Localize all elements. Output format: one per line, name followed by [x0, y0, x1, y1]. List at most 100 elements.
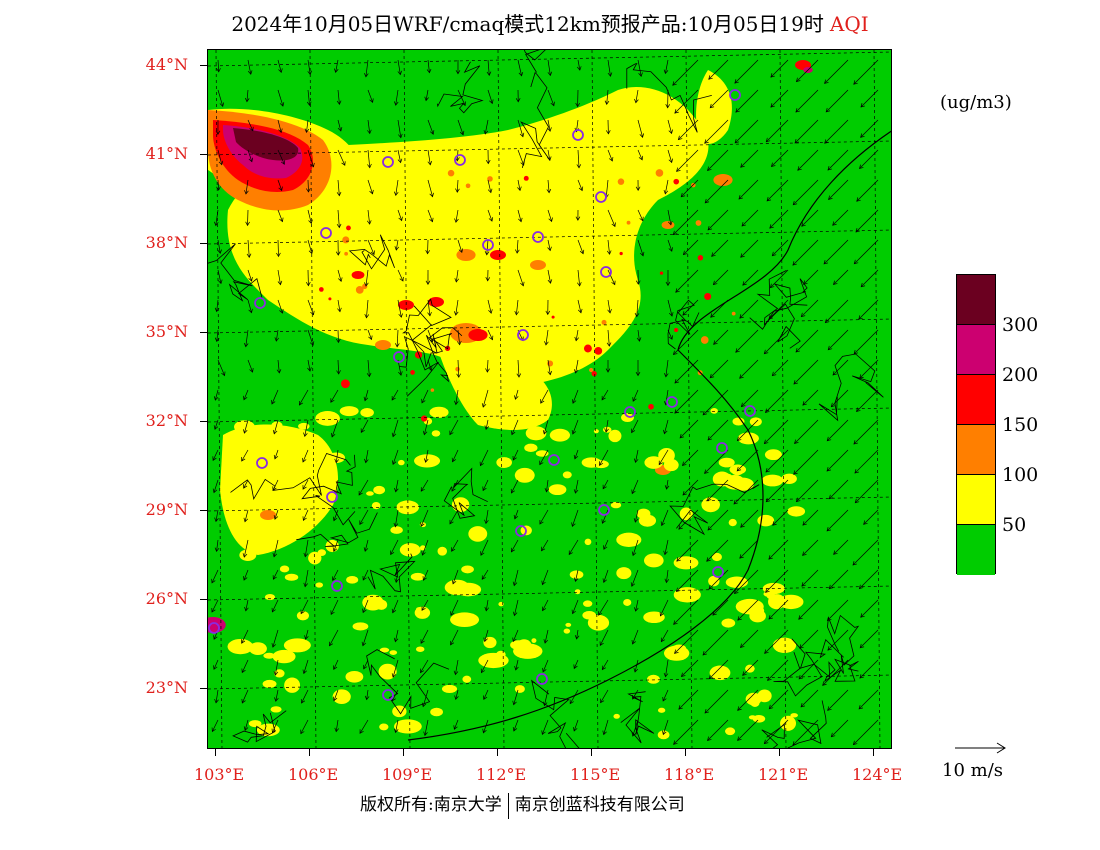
wind-vector [577, 239, 584, 254]
wind-vector [853, 419, 879, 445]
wind-vector [277, 239, 279, 257]
wind-vector-head [274, 337, 280, 342]
aqi-speck [346, 225, 351, 231]
aqi-patch-yellow [673, 587, 701, 603]
aqi-speck [594, 346, 603, 355]
city-marker [254, 297, 266, 309]
wind-vector-head [214, 307, 220, 313]
wind-vector [740, 629, 759, 648]
wind-vector [243, 479, 249, 489]
wind-vector [511, 539, 519, 553]
lat-label-23: 23°N [145, 678, 188, 697]
wind-vector [456, 179, 459, 193]
aqi-speck [355, 286, 364, 294]
wind-vector [395, 89, 399, 106]
wind-vector-head [244, 190, 249, 195]
wind-vector [572, 599, 579, 614]
wind-vector-head [302, 485, 307, 490]
wind-vector-head [663, 672, 669, 678]
wind-vector [303, 659, 309, 674]
wind-vector-head [601, 395, 606, 401]
wind-vector [515, 389, 519, 400]
wind-vector [337, 149, 346, 166]
wind-vector [212, 719, 219, 732]
aqi-speck [551, 315, 555, 319]
wind-vector [211, 599, 219, 613]
aqi-patch-yellow [593, 429, 599, 434]
wind-vector [607, 149, 613, 162]
wind-vector [672, 59, 699, 86]
wind-vector-head [487, 188, 493, 194]
aqi-patch-yellow [725, 727, 736, 736]
aqi-patch-yellow [339, 406, 359, 417]
wind-vector [335, 449, 339, 463]
wind-vector-head [607, 309, 612, 314]
wind-vector-head [271, 643, 277, 648]
wind-vector [734, 59, 759, 84]
wind-vector [513, 569, 519, 586]
wind-vector-head [306, 281, 311, 287]
wind-vector [676, 149, 699, 172]
wind-vector-head [828, 195, 833, 200]
wind-vector-head [674, 649, 679, 654]
graticule-meridian [591, 50, 599, 748]
wind-vector-head [334, 458, 339, 464]
wind-vector [802, 389, 819, 406]
wind-vector-head [278, 186, 283, 192]
wind-vector-head [368, 335, 373, 341]
wind-vector-head [512, 637, 517, 643]
wind-vector-head [458, 248, 464, 254]
wind-vector-head [825, 107, 831, 113]
wind-vector [740, 239, 759, 258]
wind-vector-head [573, 664, 578, 670]
aqi-patch-yellow [346, 576, 359, 584]
wind-vector [275, 659, 279, 676]
wind-vector-head [394, 578, 399, 583]
wind-vector [856, 389, 879, 412]
wind-vector-head [329, 641, 334, 647]
wind-vector [365, 269, 369, 287]
wind-vector-head [667, 220, 673, 226]
wind-vector [711, 239, 729, 257]
wind-vector [217, 179, 220, 191]
wind-vector [244, 719, 249, 731]
wind-vector [673, 719, 699, 745]
aqi-patch-yellow [757, 689, 772, 703]
wind-vector [483, 689, 489, 700]
wind-vector [635, 89, 639, 103]
wind-vector [764, 629, 789, 654]
wind-vector [427, 119, 434, 135]
wind-vector-head [274, 697, 279, 702]
wind-vector-head [738, 195, 743, 200]
aqi-patch-yellow [569, 570, 584, 579]
wind-vector [329, 629, 339, 646]
wind-vector-head [662, 696, 667, 702]
city-marker [600, 266, 612, 278]
aqi-patch-yellow [227, 638, 254, 655]
province-boundary [524, 50, 546, 73]
aqi-patch-yellow [248, 720, 262, 728]
wind-vector [799, 629, 819, 649]
wind-vector [602, 509, 609, 524]
wind-vector-head [483, 130, 489, 135]
reference-vector-label: 10 m/s [942, 760, 1003, 781]
wind-vector [546, 479, 549, 492]
wind-vector [770, 89, 789, 108]
wind-vector-head [765, 468, 770, 473]
wind-vector-head [677, 135, 683, 141]
wind-vector-head [830, 732, 836, 738]
wind-vector [213, 479, 219, 493]
wind-vector-head [449, 519, 454, 525]
wind-vector-head [669, 312, 674, 317]
wind-vector [764, 329, 789, 354]
wind-vector-head [639, 216, 644, 222]
wind-vector-head [573, 489, 579, 494]
wind-vector-head [856, 407, 861, 412]
aqi-hotspot [468, 329, 488, 341]
wind-vector-head [393, 101, 399, 106]
province-boundary [827, 614, 860, 674]
wind-vector-head [221, 371, 226, 377]
wind-vector-head [358, 491, 363, 496]
wind-vector [855, 209, 879, 233]
aqi-patch-yellow [410, 572, 425, 581]
